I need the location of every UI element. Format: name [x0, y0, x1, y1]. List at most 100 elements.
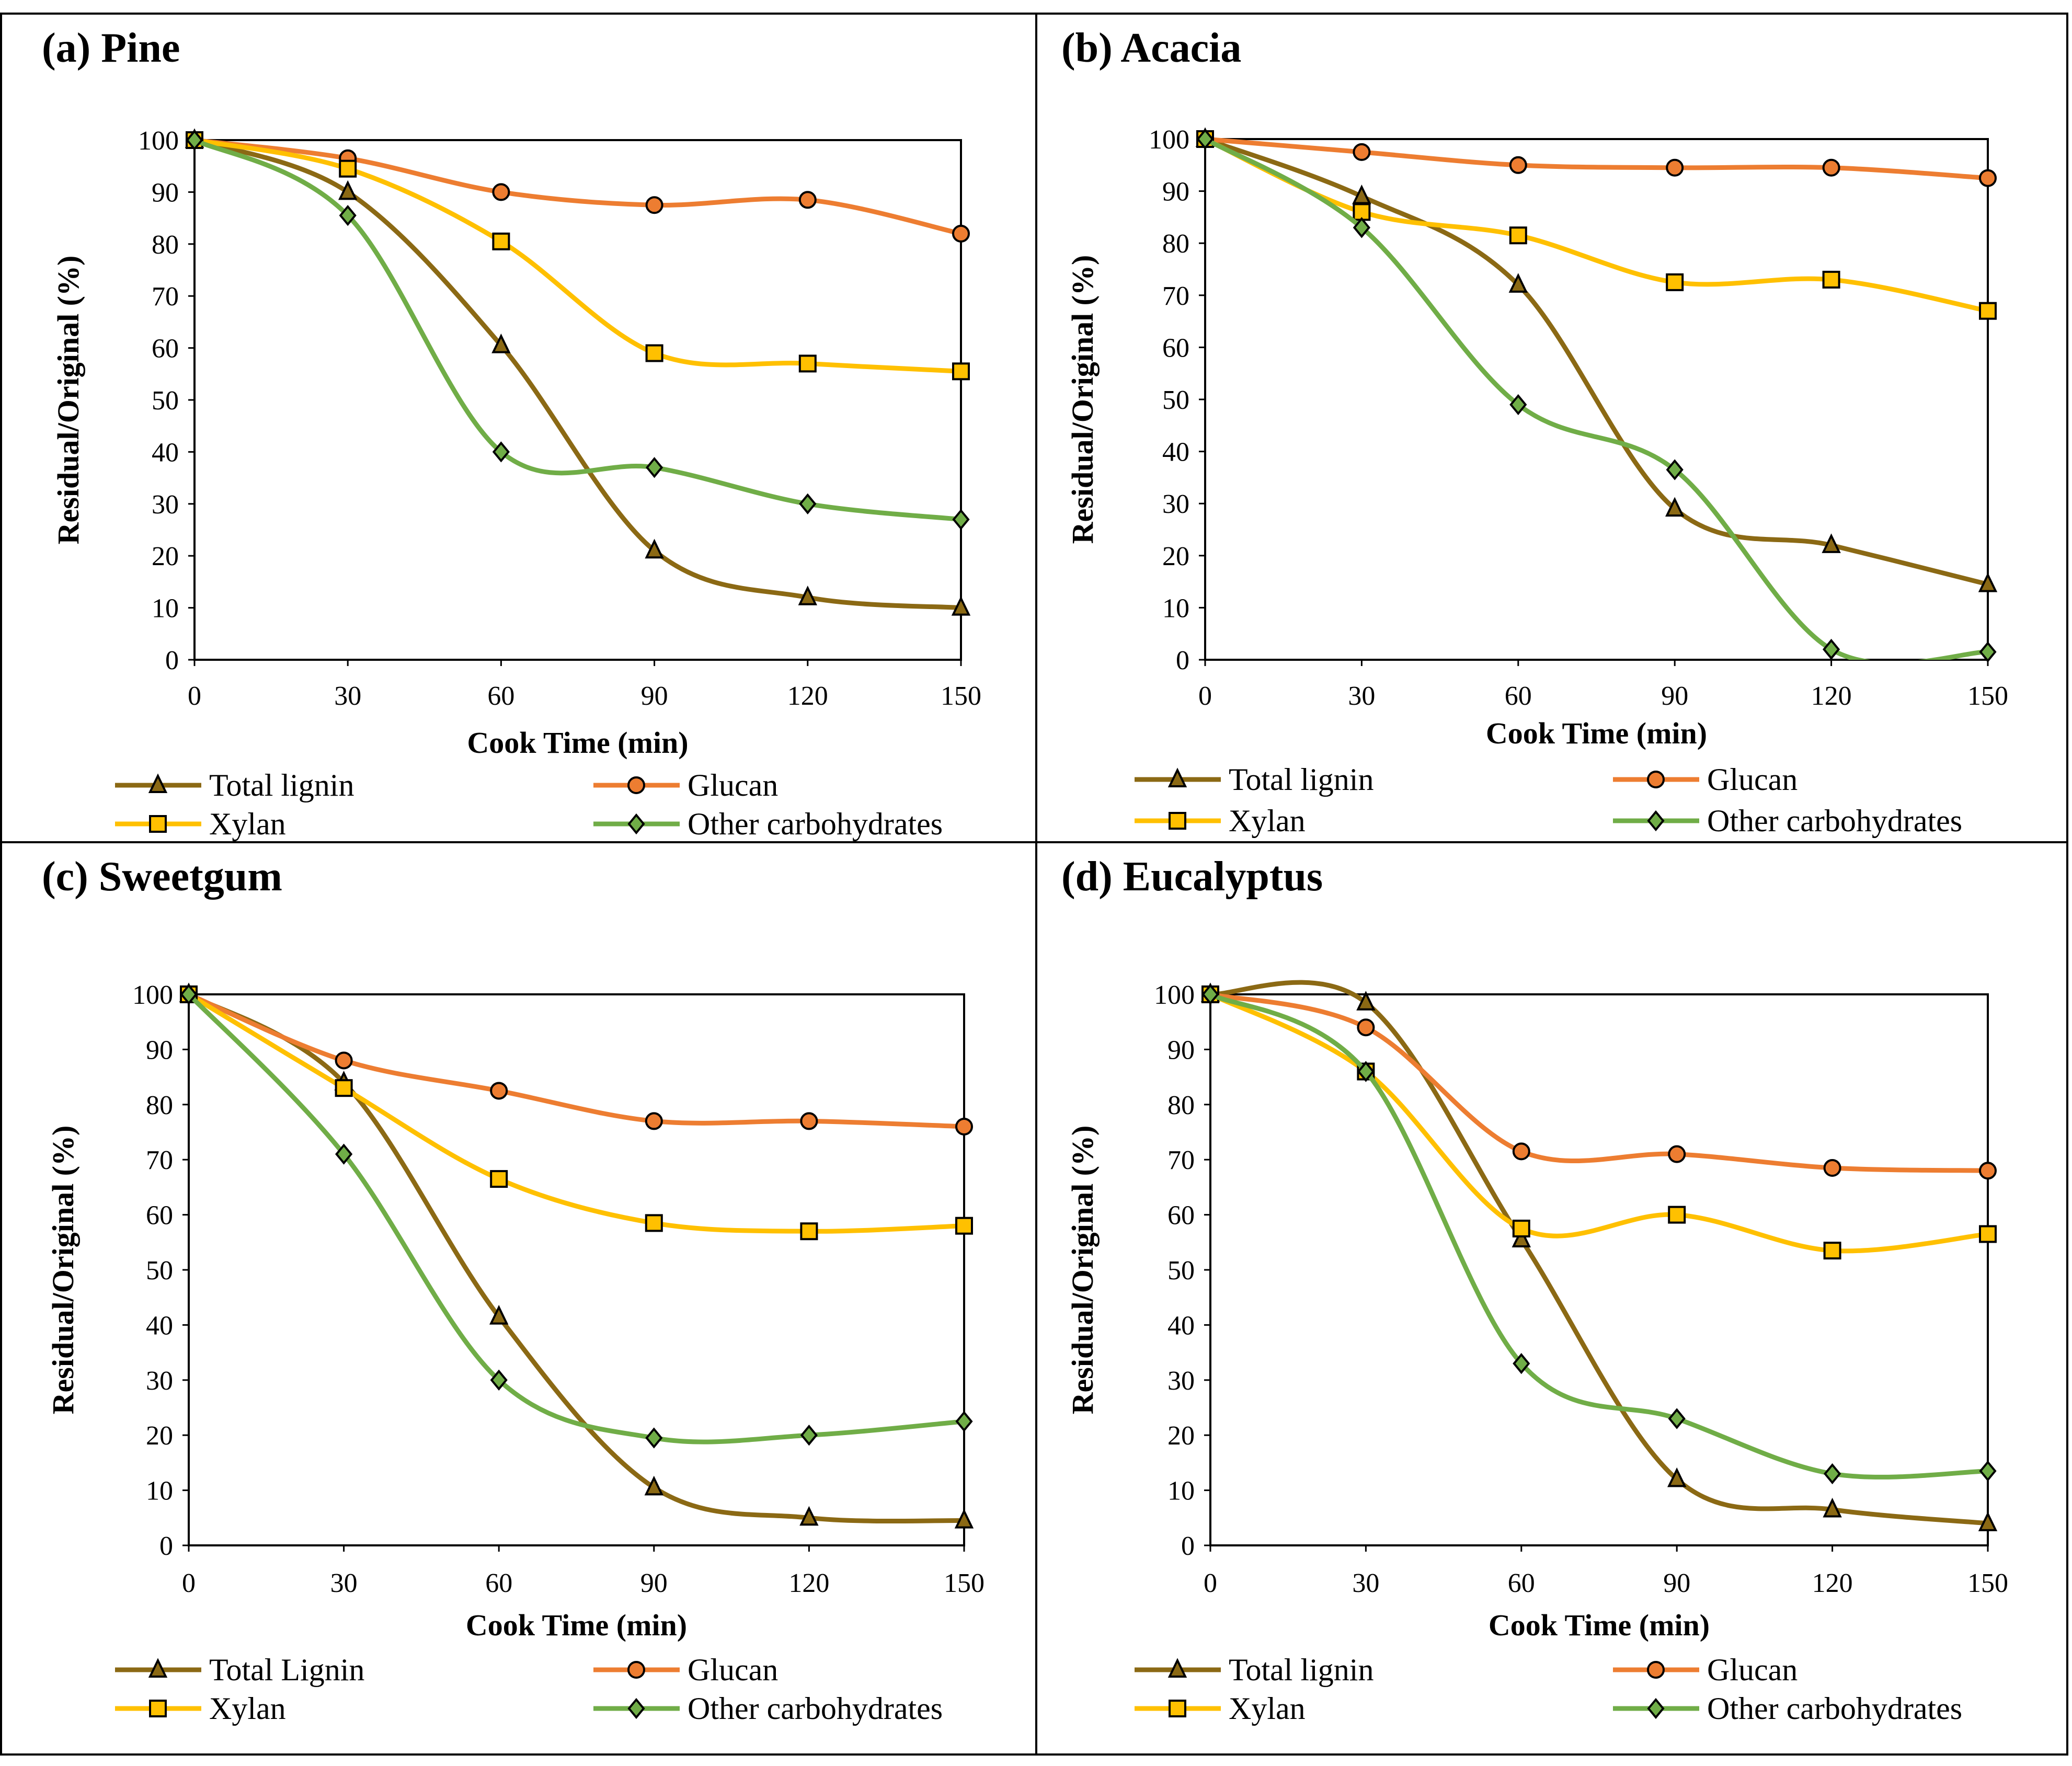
legend-label: Glucan: [1707, 1653, 1798, 1687]
legend-marker-xylan: [149, 1700, 167, 1717]
series-line-glucan: [189, 992, 964, 1129]
data-point-lignin: [1823, 1497, 1842, 1518]
legend-label: Glucan: [688, 1653, 778, 1687]
data-point-xylan: [955, 1217, 973, 1235]
data-point-xylan: [1823, 1242, 1841, 1260]
data-point-xylan: [1512, 1219, 1530, 1237]
legend-label: Total lignin: [1229, 1653, 1373, 1687]
data-point-other: [799, 493, 817, 514]
x-tick-label: 60: [485, 1568, 512, 1598]
legend-item-xylan: Xylan: [115, 1691, 286, 1726]
data-point-xylan: [492, 232, 510, 250]
legend-label: Xylan: [1229, 804, 1306, 838]
data-point-glucan: [1512, 1142, 1530, 1161]
series-line-glucan: [1205, 136, 1988, 181]
y-tick-label: 30: [146, 1366, 173, 1396]
data-point-glucan: [1822, 158, 1840, 177]
x-tick-label: 90: [1661, 681, 1688, 711]
series-other: [1196, 128, 1997, 663]
y-tick-label: 0: [1181, 1531, 1195, 1561]
data-point-other: [1357, 1061, 1375, 1082]
legend-item-lignin: Total lignin: [1135, 762, 1373, 797]
x-axis-title: Cook Time (min): [1486, 716, 1707, 750]
x-tick-label: 30: [330, 1568, 358, 1598]
chart-title: (b) Acacia: [1061, 25, 1241, 71]
legend-label: Xylan: [1229, 1691, 1306, 1726]
data-point-glucan: [1668, 1145, 1686, 1163]
data-point-xylan: [798, 354, 817, 373]
legend-marker-lignin: [1167, 767, 1187, 787]
y-tick-label: 100: [132, 980, 173, 1010]
data-point-lignin: [1978, 572, 1998, 592]
data-point-glucan: [1357, 1018, 1375, 1037]
figure-frame: [0, 13, 2068, 1756]
legend-marker-glucan: [1647, 771, 1665, 788]
legend-label: Other carbohydrates: [1707, 804, 1962, 838]
series-line-lignin: [1205, 136, 1988, 587]
legend-label: Other carbohydrates: [688, 1691, 943, 1726]
x-tick-label: 150: [1967, 681, 2008, 711]
plot-area: [188, 993, 965, 1546]
y-tick-label: 60: [1162, 333, 1189, 363]
legend-label: Glucan: [688, 768, 778, 802]
data-point-lignin: [1508, 273, 1528, 293]
series-other: [1201, 983, 1997, 1485]
y-tick-label: 80: [152, 230, 179, 260]
data-point-glucan: [1353, 143, 1371, 161]
legend-marker-other: [627, 813, 645, 835]
data-point-lignin: [1667, 1467, 1687, 1487]
data-point-lignin: [951, 596, 971, 616]
y-tick-label: 90: [146, 1035, 173, 1065]
y-tick-label: 50: [1167, 1256, 1195, 1286]
data-point-lignin: [1665, 497, 1685, 517]
legend: Total Lignin Glucan Xylan Other carbohydrat…: [115, 1653, 943, 1726]
data-point-xylan: [1509, 226, 1527, 245]
legend-item-other: Other carbohydrates: [593, 1691, 943, 1726]
data-point-glucan: [645, 1112, 663, 1130]
data-point-other: [1196, 128, 1214, 150]
data-point-other: [1513, 1353, 1530, 1374]
y-tick-label: 10: [1167, 1476, 1195, 1506]
data-point-xylan: [1822, 270, 1840, 289]
chart-title: (c) Sweetgum: [42, 854, 282, 900]
data-point-glucan: [952, 224, 970, 243]
data-point-glucan: [955, 1117, 973, 1136]
legend-item-glucan: Glucan: [1613, 1653, 1798, 1687]
y-tick-label: 100: [138, 126, 179, 156]
y-tick-label: 50: [146, 1256, 173, 1286]
data-point-other: [1979, 1460, 1997, 1482]
data-point-other: [646, 457, 663, 478]
legend-item-glucan: Glucan: [593, 1653, 778, 1687]
legend-item-glucan: Glucan: [593, 768, 778, 802]
x-tick-label: 0: [182, 1568, 196, 1598]
x-tick-label: 150: [1967, 1568, 2008, 1598]
legend-item-other: Other carbohydrates: [593, 807, 943, 841]
y-tick-label: 0: [1176, 646, 1189, 675]
data-point-glucan: [335, 1051, 353, 1070]
legend-marker-lignin: [148, 773, 168, 793]
y-tick-label: 30: [1162, 489, 1189, 519]
plot-area: [193, 139, 962, 661]
data-point-xylan: [1666, 273, 1684, 291]
y-tick-label: 60: [146, 1201, 173, 1231]
legend-label: Xylan: [209, 807, 286, 841]
data-point-lignin: [799, 1506, 819, 1526]
legend-item-other: Other carbohydrates: [1613, 1691, 1962, 1726]
y-tick-label: 0: [165, 646, 179, 675]
y-axis-title: Residual/Original (%): [1066, 1126, 1100, 1415]
data-point-other: [1201, 983, 1219, 1005]
y-tick-label: 60: [1167, 1201, 1195, 1231]
data-point-xylan: [335, 1079, 353, 1097]
data-point-lignin: [1978, 1511, 1998, 1531]
legend-marker-other: [1647, 1698, 1665, 1719]
data-point-other: [955, 1410, 973, 1432]
y-tick-label: 70: [146, 1145, 173, 1175]
legend-label: Glucan: [1707, 762, 1798, 797]
y-tick-label: 100: [1154, 980, 1195, 1010]
data-point-glucan: [492, 183, 510, 201]
x-axis-title: Cook Time (min): [1489, 1608, 1710, 1642]
legend-marker-xylan: [149, 815, 167, 833]
x-tick-label: 0: [1198, 681, 1212, 711]
y-tick-label: 20: [1167, 1421, 1195, 1451]
data-point-other: [1668, 1408, 1686, 1429]
